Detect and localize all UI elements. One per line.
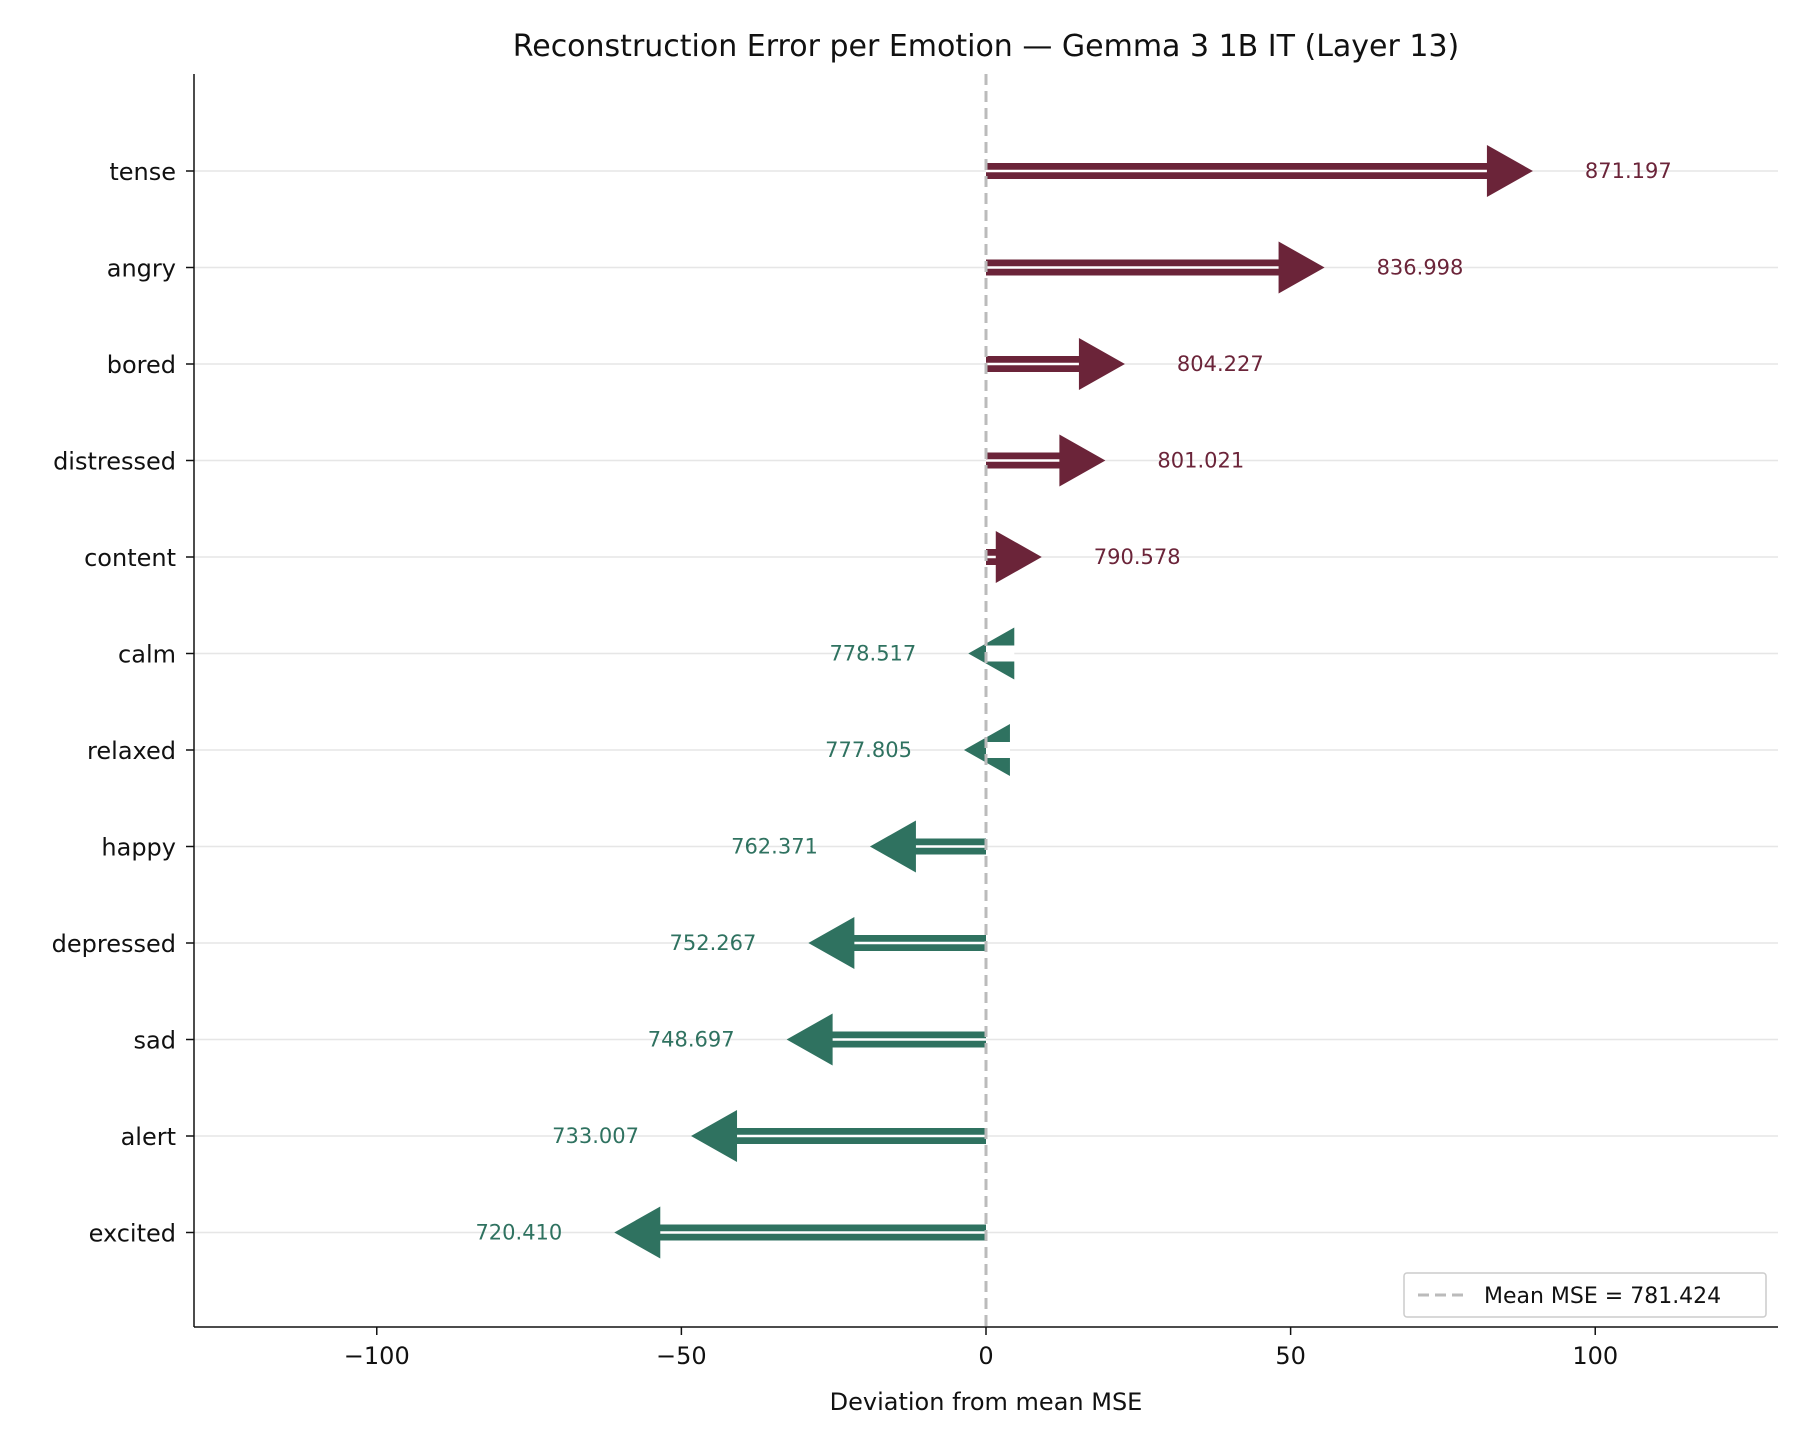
- x-tick-label: 0: [978, 1342, 993, 1370]
- value-labels: 871.197 836.998 804.227 801.021 790.578 778.5…: [475, 159, 1671, 1245]
- y-tick-label-alert: alert: [121, 1123, 176, 1151]
- y-tick-label-relaxed: relaxed: [87, 737, 176, 765]
- x-tick-label: −50: [656, 1342, 707, 1370]
- y-tick-label-calm: calm: [118, 641, 176, 669]
- arrow-bar-calm: [968, 627, 1015, 680]
- legend-label: Mean MSE = 781.424: [1484, 1284, 1721, 1309]
- value-label-calm: 778.517: [829, 642, 916, 666]
- x-axis-label: Deviation from mean MSE: [830, 1388, 1143, 1416]
- value-label-depressed: 752.267: [670, 931, 757, 955]
- value-label-bored: 804.227: [1177, 352, 1264, 376]
- value-label-excited: 720.410: [475, 1221, 562, 1245]
- y-tick-label-angry: angry: [107, 255, 176, 283]
- value-label-alert: 733.007: [552, 1124, 639, 1148]
- y-tick-label-excited: excited: [89, 1220, 176, 1248]
- value-label-distressed: 801.021: [1157, 449, 1244, 473]
- y-tick-label-sad: sad: [134, 1027, 176, 1055]
- y-tick-label-depressed: depressed: [52, 930, 176, 958]
- value-label-happy: 762.371: [731, 835, 818, 859]
- y-tick-label-distressed: distressed: [53, 448, 176, 476]
- x-tick-label: 50: [1275, 1342, 1306, 1370]
- value-label-angry: 836.998: [1377, 256, 1464, 280]
- chart-title: Reconstruction Error per Emotion — Gemma…: [513, 29, 1460, 64]
- value-label-relaxed: 777.805: [825, 738, 912, 762]
- arrow-bars: [614, 145, 1533, 1259]
- x-tick-label: −100: [344, 1342, 410, 1370]
- legend-frame: [1403, 1272, 1767, 1318]
- y-tick-label-content: content: [84, 544, 176, 572]
- arrow-bar-content: [986, 531, 1042, 583]
- legend: Mean MSE = 781.424: [1403, 1272, 1767, 1318]
- y-tick-label-tense: tense: [109, 158, 176, 186]
- value-label-tense: 871.197: [1585, 159, 1672, 183]
- x-tick-label: 100: [1572, 1342, 1618, 1370]
- x-ticks: −100 −50 0 50 100: [344, 1327, 1618, 1370]
- value-label-sad: 748.697: [648, 1028, 735, 1052]
- arrow-bar-relaxed: [963, 724, 1010, 776]
- value-label-content: 790.578: [1094, 545, 1181, 569]
- y-tick-label-happy: happy: [101, 834, 176, 862]
- y-ticks: tense angry bored distressed content calm rela…: [52, 158, 194, 1248]
- y-tick-label-bored: bored: [107, 351, 176, 379]
